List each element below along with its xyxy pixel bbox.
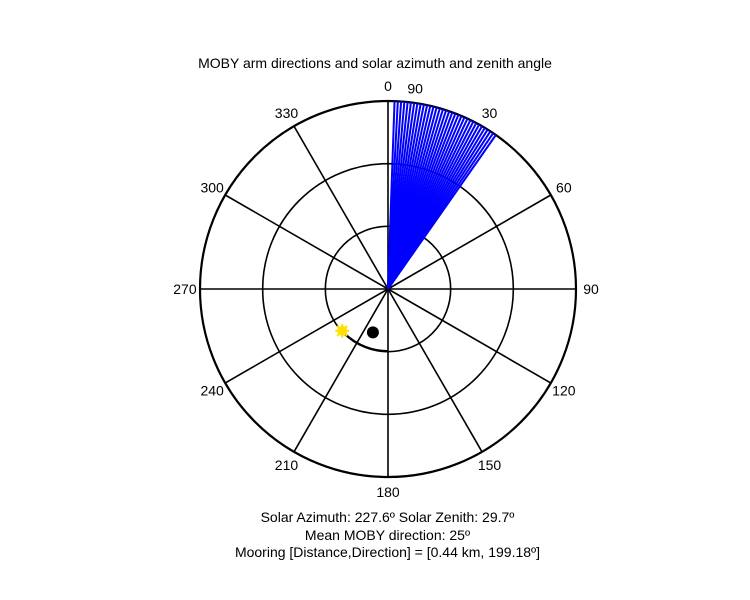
spoke-300 <box>224 194 389 290</box>
angle-label-0: 0 <box>384 78 392 94</box>
angle-labels: 0 30 60 90 120 150 180 210 240 270 300 330 90 <box>173 78 599 500</box>
angle-label-30: 30 <box>482 105 498 121</box>
spoke-60 <box>387 194 552 290</box>
polar-grid <box>198 99 578 479</box>
angle-label-270: 270 <box>173 281 197 297</box>
angle-label-240: 240 <box>200 383 224 399</box>
sun-marker <box>335 323 350 338</box>
arm-direction-line-33 <box>387 134 497 290</box>
spoke-150 <box>387 288 483 453</box>
spoke-330 <box>293 125 389 290</box>
mooring-info-text: Mooring [Distance,Direction] = [0.44 km,… <box>234 544 541 560</box>
angle-label-120: 120 <box>552 383 576 399</box>
angle-label-60: 60 <box>556 179 572 195</box>
angle-label-300: 300 <box>200 179 224 195</box>
angle-label-150: 150 <box>478 457 502 473</box>
spoke-120 <box>387 288 552 384</box>
angle-label-210: 210 <box>275 457 299 473</box>
radial-tick-label: 90 <box>407 80 423 96</box>
solar-info-text: Solar Azimuth: 227.6º Solar Zenith: 29.7… <box>260 509 515 525</box>
angle-label-180: 180 <box>376 484 400 500</box>
spoke-210 <box>293 288 389 453</box>
mean-direction-text: Mean MOBY direction: 25º <box>304 527 471 543</box>
mooring-marker <box>366 326 379 339</box>
arm-direction-lines <box>387 101 497 290</box>
chart-title: MOBY arm directions and solar azimuth an… <box>198 55 552 71</box>
sun-ray <box>341 325 348 332</box>
ring-90 <box>198 99 578 479</box>
ring-60 <box>261 162 515 416</box>
angle-label-330: 330 <box>275 105 299 121</box>
spoke-240 <box>224 288 389 384</box>
solar-layer <box>335 323 389 353</box>
angle-label-90: 90 <box>583 281 599 297</box>
